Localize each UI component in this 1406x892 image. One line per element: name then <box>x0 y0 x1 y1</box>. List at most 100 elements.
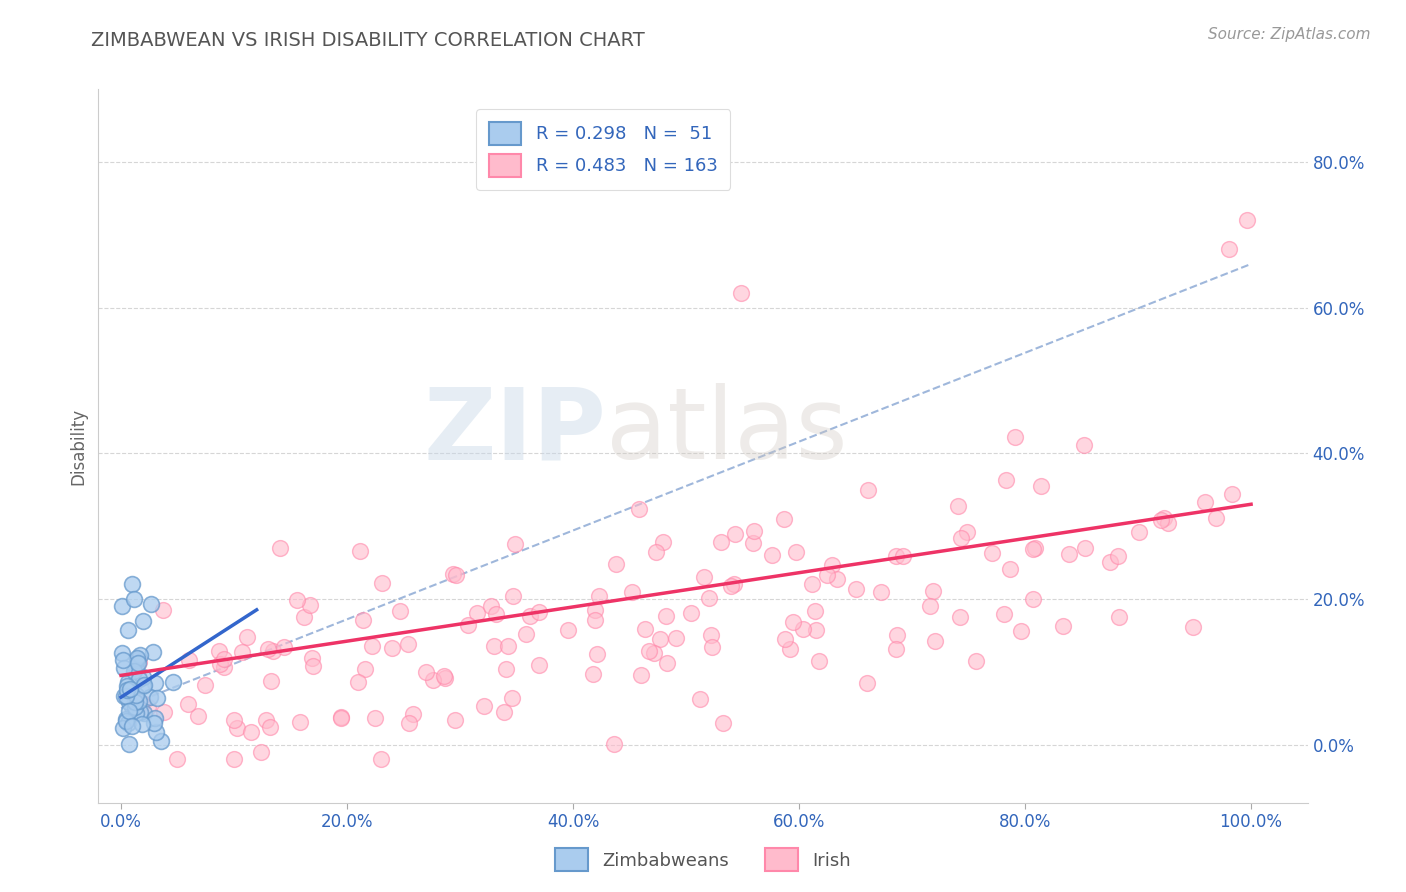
Point <box>236 630 259 644</box>
Point <box>527 605 550 619</box>
Legend: R = 0.298   N =  51, R = 0.483   N = 163: R = 0.298 N = 51, R = 0.483 N = 163 <box>477 109 730 190</box>
Point <box>1194 495 1216 509</box>
Point <box>505 537 527 551</box>
Point <box>820 558 842 573</box>
Point <box>998 562 1021 576</box>
Point <box>1218 243 1240 257</box>
Point <box>117 675 139 690</box>
Point <box>654 609 676 624</box>
Point <box>142 645 165 659</box>
Point <box>371 576 394 591</box>
Point <box>112 689 135 703</box>
Point <box>299 598 322 612</box>
Point <box>1057 547 1080 561</box>
Point <box>444 567 467 582</box>
Point <box>329 710 352 724</box>
Point <box>482 639 505 653</box>
Point <box>1108 609 1130 624</box>
Point <box>131 717 153 731</box>
Point <box>347 674 370 689</box>
Point <box>648 632 671 647</box>
Point <box>212 652 235 666</box>
Point <box>302 659 325 673</box>
Point <box>111 721 134 735</box>
Point <box>262 644 284 658</box>
Point <box>585 647 607 661</box>
Point <box>381 641 404 656</box>
Point <box>115 689 138 703</box>
Point <box>605 557 627 571</box>
Point <box>117 623 139 637</box>
Point <box>127 657 149 671</box>
Point <box>1073 438 1095 452</box>
Point <box>702 640 724 654</box>
Point <box>645 545 668 559</box>
Point <box>118 704 141 718</box>
Point <box>370 752 392 766</box>
Point <box>693 570 716 584</box>
Point <box>1181 619 1204 633</box>
Point <box>1010 624 1032 638</box>
Point <box>1073 541 1095 555</box>
Point <box>1236 213 1258 227</box>
Point <box>177 697 200 711</box>
Point <box>779 642 801 657</box>
Point <box>457 617 479 632</box>
Point <box>112 660 135 674</box>
Point <box>710 535 733 549</box>
Point <box>434 671 457 685</box>
Point <box>742 536 765 550</box>
Point <box>292 610 315 624</box>
Point <box>124 689 146 703</box>
Point <box>886 628 908 642</box>
Point <box>259 673 281 688</box>
Point <box>118 682 141 697</box>
Point <box>699 628 721 642</box>
Point <box>125 650 148 665</box>
Point <box>112 653 135 667</box>
Point <box>152 603 174 617</box>
Text: ZIMBABWEAN VS IRISH DISABILITY CORRELATION CHART: ZIMBABWEAN VS IRISH DISABILITY CORRELATI… <box>91 31 645 50</box>
Point <box>773 512 796 526</box>
Point <box>433 669 456 683</box>
Point <box>349 543 371 558</box>
Point <box>494 705 516 719</box>
Point <box>956 524 979 539</box>
Point <box>1157 516 1180 531</box>
Point <box>856 675 879 690</box>
Point <box>804 604 827 618</box>
Point <box>515 627 537 641</box>
Point <box>132 670 155 684</box>
Point <box>946 499 969 513</box>
Point <box>162 675 184 690</box>
Point <box>782 615 804 629</box>
Point <box>724 526 747 541</box>
Point <box>582 666 605 681</box>
Point <box>479 599 502 613</box>
Point <box>121 577 143 591</box>
Point <box>128 694 150 708</box>
Point <box>226 721 249 735</box>
Point <box>396 637 419 651</box>
Point <box>329 711 352 725</box>
Point <box>965 654 987 668</box>
Point <box>485 607 508 621</box>
Point <box>224 752 246 766</box>
Point <box>257 642 280 657</box>
Point <box>231 645 253 659</box>
Point <box>634 622 657 636</box>
Point <box>502 589 524 603</box>
Point <box>742 524 765 539</box>
Point <box>627 502 650 516</box>
Point <box>250 746 273 760</box>
Point <box>1107 549 1129 563</box>
Point <box>269 541 291 556</box>
Point <box>402 706 425 721</box>
Point <box>621 585 644 599</box>
Point <box>995 473 1018 487</box>
Point <box>1150 513 1173 527</box>
Point <box>980 546 1002 560</box>
Point <box>815 568 838 582</box>
Point <box>415 665 437 679</box>
Point <box>153 705 176 719</box>
